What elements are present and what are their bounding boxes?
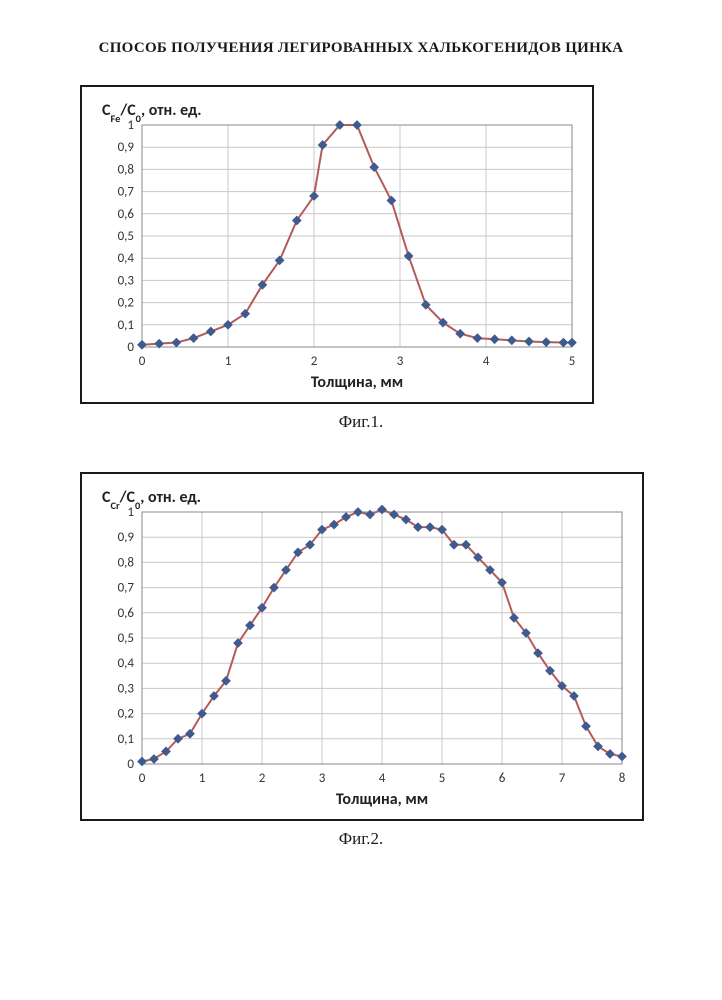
figure-1-frame: 00,10,20,30,40,50,60,70,80,91012345CFe/C…	[80, 85, 594, 404]
svg-text:0: 0	[127, 757, 134, 772]
svg-text:1: 1	[127, 118, 134, 133]
svg-text:0,5: 0,5	[118, 229, 134, 244]
figure-2: 00,10,20,30,40,50,60,70,80,91012345678CC…	[80, 472, 722, 821]
figure-1: 00,10,20,30,40,50,60,70,80,91012345CFe/C…	[80, 85, 722, 404]
svg-text:0,2: 0,2	[118, 707, 135, 722]
svg-text:0,2: 0,2	[118, 296, 135, 311]
figure-1-caption: Фиг.1.	[0, 412, 722, 432]
svg-text:0,6: 0,6	[118, 207, 135, 222]
svg-text:3: 3	[319, 771, 326, 786]
svg-text:1: 1	[225, 354, 232, 369]
svg-text:7: 7	[559, 771, 566, 786]
svg-text:4: 4	[483, 354, 490, 369]
svg-text:0,8: 0,8	[118, 555, 135, 570]
figure-2-frame: 00,10,20,30,40,50,60,70,80,91012345678CC…	[80, 472, 644, 821]
svg-text:0,9: 0,9	[118, 140, 135, 155]
svg-text:0,9: 0,9	[118, 530, 135, 545]
svg-text:Толщина, мм: Толщина, мм	[311, 373, 403, 392]
svg-text:0: 0	[127, 340, 134, 355]
svg-text:0,6: 0,6	[118, 606, 135, 621]
svg-text:1: 1	[199, 771, 206, 786]
svg-text:2: 2	[259, 771, 266, 786]
svg-text:2: 2	[311, 354, 318, 369]
svg-text:3: 3	[397, 354, 404, 369]
svg-text:0,4: 0,4	[118, 251, 135, 266]
svg-text:0,8: 0,8	[118, 162, 135, 177]
svg-text:6: 6	[499, 771, 506, 786]
svg-text:0: 0	[139, 771, 146, 786]
svg-text:5: 5	[439, 771, 446, 786]
svg-text:5: 5	[569, 354, 576, 369]
figure-2-chart: 00,10,20,30,40,50,60,70,80,91012345678CC…	[82, 474, 642, 814]
svg-text:0: 0	[139, 354, 146, 369]
page-title: СПОСОБ ПОЛУЧЕНИЯ ЛЕГИРОВАННЫХ ХАЛЬКОГЕНИ…	[0, 40, 722, 57]
svg-text:0,5: 0,5	[118, 631, 134, 646]
svg-text:0,7: 0,7	[118, 581, 135, 596]
svg-text:1: 1	[127, 505, 134, 520]
svg-text:8: 8	[619, 771, 626, 786]
svg-text:0,3: 0,3	[118, 273, 135, 288]
figure-1-chart: 00,10,20,30,40,50,60,70,80,91012345CFe/C…	[82, 87, 592, 397]
svg-text:0,4: 0,4	[118, 656, 135, 671]
svg-text:0,1: 0,1	[118, 318, 134, 333]
svg-text:0,1: 0,1	[118, 732, 134, 747]
svg-text:0,7: 0,7	[118, 185, 135, 200]
figure-2-caption: Фиг.2.	[0, 829, 722, 849]
svg-text:4: 4	[379, 771, 386, 786]
svg-text:Толщина, мм: Толщина, мм	[336, 790, 428, 809]
svg-text:0,3: 0,3	[118, 681, 135, 696]
